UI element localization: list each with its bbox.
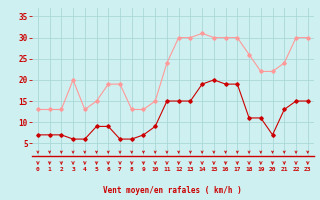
X-axis label: Vent moyen/en rafales ( km/h ): Vent moyen/en rafales ( km/h ) bbox=[103, 186, 242, 195]
